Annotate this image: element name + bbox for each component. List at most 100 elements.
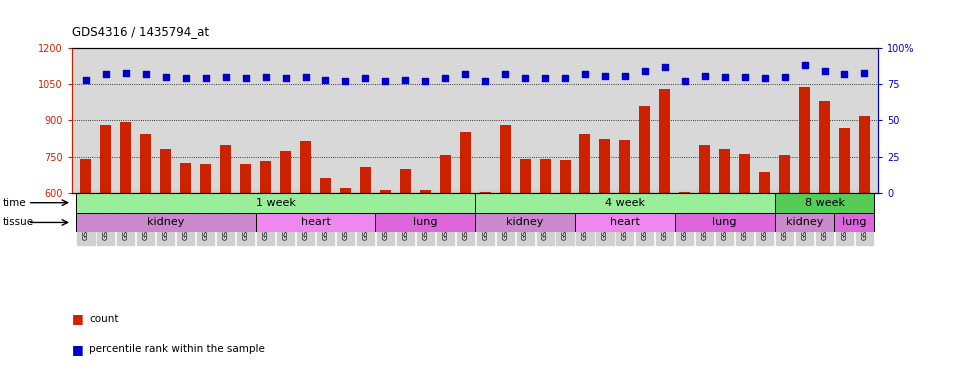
Bar xyxy=(375,213,475,232)
Bar xyxy=(475,213,575,232)
Text: heart: heart xyxy=(300,217,330,227)
Text: lung: lung xyxy=(712,217,737,227)
Point xyxy=(318,77,333,83)
Point xyxy=(756,75,772,81)
Point xyxy=(658,64,673,70)
Bar xyxy=(799,87,810,193)
Bar xyxy=(719,149,731,193)
Bar xyxy=(240,164,252,193)
Bar xyxy=(81,159,91,193)
Text: time: time xyxy=(3,198,27,208)
Bar xyxy=(499,125,511,193)
Bar xyxy=(480,192,491,193)
Point xyxy=(218,74,233,80)
Bar xyxy=(300,141,311,193)
Point xyxy=(138,71,154,77)
Text: tissue: tissue xyxy=(3,217,34,227)
Bar xyxy=(680,192,690,193)
Bar xyxy=(859,116,870,193)
Bar xyxy=(739,154,750,193)
Bar xyxy=(580,134,590,193)
Point xyxy=(558,75,573,81)
Point xyxy=(517,75,533,81)
Point xyxy=(158,74,174,80)
Point xyxy=(717,74,732,80)
Bar xyxy=(834,213,875,232)
Bar xyxy=(619,140,631,193)
Bar xyxy=(475,193,775,213)
Point xyxy=(617,73,633,79)
Point xyxy=(497,71,513,77)
Bar xyxy=(400,169,411,193)
Text: lung: lung xyxy=(413,217,438,227)
Point xyxy=(79,77,94,83)
Bar xyxy=(160,149,171,193)
Point xyxy=(797,62,812,68)
Bar xyxy=(775,193,875,213)
Point xyxy=(198,75,213,81)
Point xyxy=(377,78,393,84)
Bar xyxy=(76,213,255,232)
Point xyxy=(98,71,113,77)
Bar xyxy=(380,190,391,193)
Text: 1 week: 1 week xyxy=(255,198,296,208)
Bar xyxy=(201,164,211,193)
Text: ■: ■ xyxy=(72,343,84,356)
Point xyxy=(277,75,293,81)
Point xyxy=(358,75,373,81)
Text: kidney: kidney xyxy=(507,217,543,227)
Text: lung: lung xyxy=(842,217,867,227)
Text: kidney: kidney xyxy=(786,217,824,227)
Bar xyxy=(519,159,531,193)
Bar xyxy=(101,125,111,193)
Bar xyxy=(675,213,775,232)
Bar xyxy=(360,167,371,193)
Bar xyxy=(340,188,351,193)
Point xyxy=(737,74,753,80)
Bar xyxy=(775,213,834,232)
Point xyxy=(817,68,832,74)
Bar xyxy=(260,161,271,193)
Bar xyxy=(639,106,650,193)
Bar xyxy=(440,156,451,193)
Point xyxy=(637,68,653,74)
Point xyxy=(118,70,133,76)
Point xyxy=(397,77,413,83)
Bar xyxy=(575,213,675,232)
Text: 4 week: 4 week xyxy=(605,198,645,208)
Text: percentile rank within the sample: percentile rank within the sample xyxy=(89,344,265,354)
Text: 8 week: 8 week xyxy=(804,198,845,208)
Point xyxy=(298,74,313,80)
Point xyxy=(238,75,253,81)
Point xyxy=(677,78,692,84)
Bar xyxy=(255,213,375,232)
Text: kidney: kidney xyxy=(147,217,184,227)
Text: ■: ■ xyxy=(72,312,84,325)
Bar xyxy=(560,160,570,193)
Bar xyxy=(420,190,431,193)
Point xyxy=(538,75,553,81)
Point xyxy=(258,74,274,80)
Bar xyxy=(660,89,670,193)
Bar xyxy=(280,151,291,193)
Bar xyxy=(759,172,770,193)
Bar xyxy=(120,122,132,193)
Bar xyxy=(180,163,191,193)
Bar xyxy=(699,144,710,193)
Point xyxy=(458,71,473,77)
Point xyxy=(837,71,852,77)
Text: GDS4316 / 1435794_at: GDS4316 / 1435794_at xyxy=(72,25,209,38)
Point xyxy=(477,78,492,84)
Point xyxy=(697,73,712,79)
Text: heart: heart xyxy=(610,217,640,227)
Point xyxy=(856,70,872,76)
Point xyxy=(418,78,433,84)
Bar xyxy=(819,101,830,193)
Point xyxy=(577,71,592,77)
Point xyxy=(438,75,453,81)
Bar xyxy=(780,156,790,193)
Point xyxy=(597,73,612,79)
Bar xyxy=(76,193,475,213)
Point xyxy=(338,78,353,84)
Point xyxy=(777,74,792,80)
